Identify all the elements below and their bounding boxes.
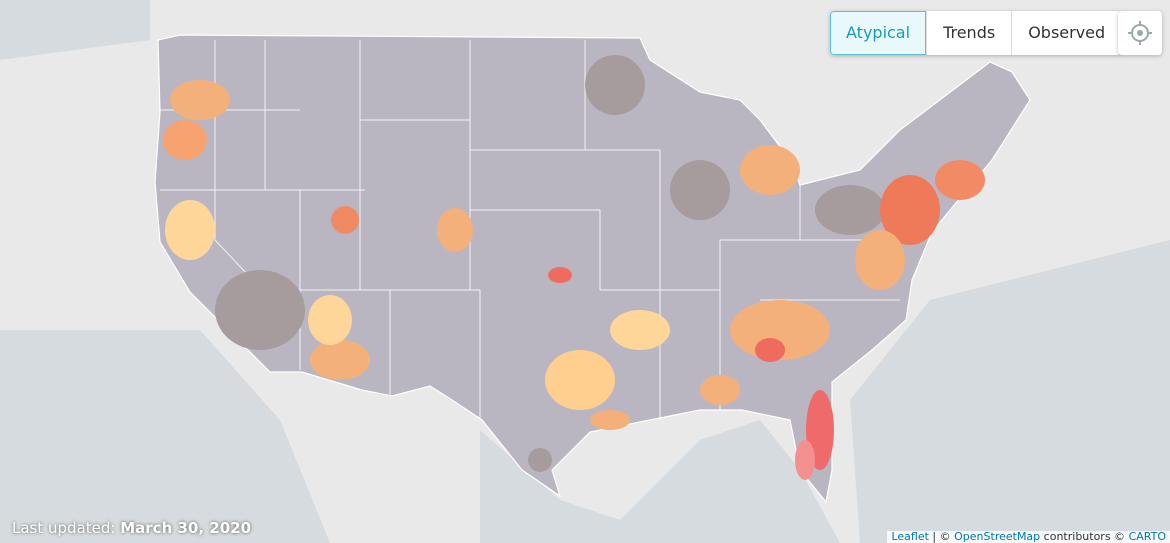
view-tab[interactable]: Trends	[926, 11, 1011, 55]
locate-icon	[1128, 21, 1152, 45]
copyright: ©	[939, 530, 951, 543]
last-updated-date: March 30, 2020	[120, 519, 252, 537]
view-tab[interactable]: Atypical	[830, 11, 927, 55]
gulf	[480, 420, 840, 543]
view-tab[interactable]: Observed	[1011, 11, 1121, 55]
separator: |	[932, 530, 937, 543]
locate-button[interactable]	[1118, 11, 1162, 55]
ocean	[0, 330, 330, 543]
leaflet-link[interactable]: Leaflet	[891, 530, 929, 543]
view-tabs: Atypical Trends Observed	[830, 11, 1122, 55]
attribution: Leaflet | © OpenStreetMap contributors ©…	[887, 531, 1170, 543]
osm-link[interactable]: OpenStreetMap	[954, 530, 1041, 543]
last-updated: Last updated: March 30, 2020	[12, 519, 251, 537]
carto-link[interactable]: CARTO	[1128, 530, 1166, 543]
atlantic	[850, 240, 1170, 543]
last-updated-label: Last updated:	[12, 519, 116, 537]
contributors: contributors ©	[1043, 530, 1126, 543]
pacific-north	[0, 0, 150, 60]
highlighted-counties	[163, 55, 985, 480]
